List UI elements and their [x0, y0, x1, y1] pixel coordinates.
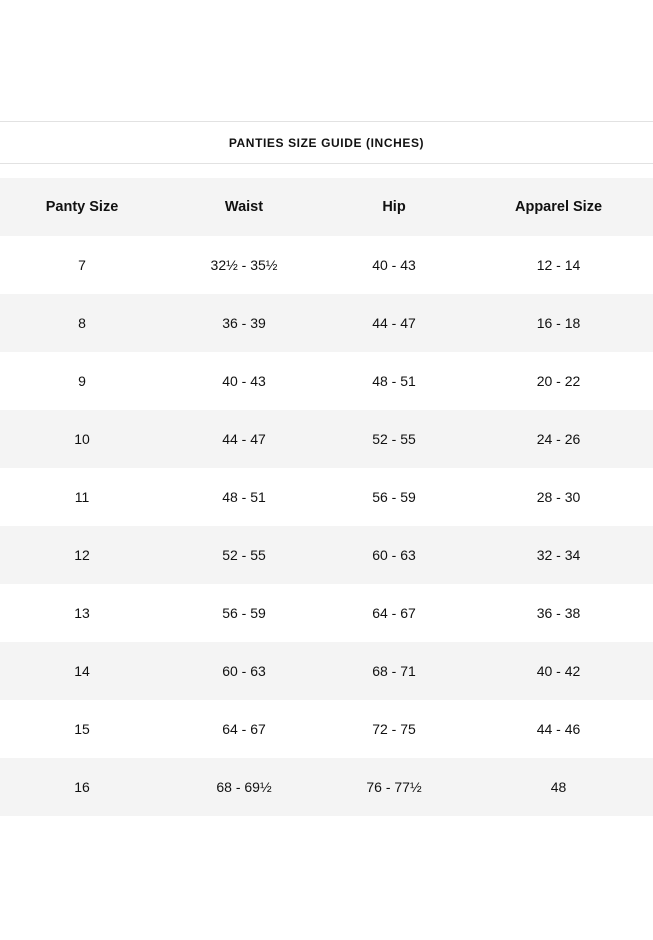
cell-hip: 40 - 43 [372, 257, 416, 273]
cell-waist: 64 - 67 [222, 721, 266, 737]
header-apparel-size: Apparel Size [514, 199, 603, 215]
cell-waist: 40 - 43 [222, 373, 266, 389]
table-row: 15 64 - 67 72 - 75 44 - 46 [0, 700, 653, 758]
table-row: 9 40 - 43 48 - 51 20 - 22 [0, 352, 653, 410]
cell-waist: 36 - 39 [222, 315, 266, 331]
cell-waist: 60 - 63 [222, 663, 266, 679]
cell-hip: 64 - 67 [372, 605, 416, 621]
cell-hip: 48 - 51 [372, 373, 416, 389]
cell-hip: 56 - 59 [372, 489, 416, 505]
table-row: 8 36 - 39 44 - 47 16 - 18 [0, 294, 653, 352]
table-row: 11 48 - 51 56 - 59 28 - 30 [0, 468, 653, 526]
header-panty-size: Panty Size [45, 199, 119, 215]
cell-apparel-size: 48 [550, 779, 567, 795]
size-guide-title: PANTIES SIZE GUIDE (INCHES) [0, 121, 653, 164]
table-row: 13 56 - 59 64 - 67 36 - 38 [0, 584, 653, 642]
table-header-row: Panty Size Waist Hip Apparel Size [0, 178, 653, 236]
cell-apparel-size: 44 - 46 [536, 721, 581, 737]
cell-panty-size: 16 [74, 779, 90, 795]
size-guide-table: Panty Size Waist Hip Apparel Size 7 32½ -… [0, 178, 653, 816]
cell-hip: 76 - 77½ [366, 779, 422, 795]
cell-panty-size: 11 [74, 489, 90, 505]
table-row: 14 60 - 63 68 - 71 40 - 42 [0, 642, 653, 700]
cell-waist: 48 - 51 [222, 489, 266, 505]
cell-panty-size: 8 [78, 315, 86, 331]
title-text: PANTIES SIZE GUIDE (INCHES) [228, 135, 425, 150]
cell-waist: 32½ - 35½ [210, 257, 278, 273]
header-hip: Hip [382, 199, 406, 215]
cell-apparel-size: 36 - 38 [536, 605, 581, 621]
table-row: 7 32½ - 35½ 40 - 43 12 - 14 [0, 236, 653, 294]
cell-apparel-size: 20 - 22 [536, 373, 581, 389]
cell-waist: 44 - 47 [222, 431, 266, 447]
cell-panty-size: 14 [74, 663, 90, 679]
cell-apparel-size: 24 - 26 [536, 431, 581, 447]
cell-apparel-size: 12 - 14 [536, 257, 581, 273]
cell-panty-size: 12 [74, 547, 90, 563]
cell-panty-size: 15 [74, 721, 90, 737]
table-row: 10 44 - 47 52 - 55 24 - 26 [0, 410, 653, 468]
cell-hip: 60 - 63 [372, 547, 416, 563]
cell-hip: 52 - 55 [372, 431, 416, 447]
cell-waist: 52 - 55 [222, 547, 266, 563]
cell-waist: 68 - 69½ [216, 779, 272, 795]
cell-apparel-size: 40 - 42 [536, 663, 581, 679]
cell-hip: 68 - 71 [372, 663, 416, 679]
table-row: 16 68 - 69½ 76 - 77½ 48 [0, 758, 653, 816]
cell-waist: 56 - 59 [222, 605, 266, 621]
cell-hip: 72 - 75 [372, 721, 416, 737]
cell-apparel-size: 16 - 18 [536, 315, 581, 331]
header-waist: Waist [224, 199, 264, 215]
cell-apparel-size: 32 - 34 [536, 547, 581, 563]
cell-panty-size: 13 [74, 605, 90, 621]
table-row: 12 52 - 55 60 - 63 32 - 34 [0, 526, 653, 584]
cell-apparel-size: 28 - 30 [536, 489, 581, 505]
cell-hip: 44 - 47 [372, 315, 416, 331]
cell-panty-size: 10 [74, 431, 90, 447]
cell-panty-size: 7 [78, 257, 86, 273]
cell-panty-size: 9 [78, 373, 86, 389]
